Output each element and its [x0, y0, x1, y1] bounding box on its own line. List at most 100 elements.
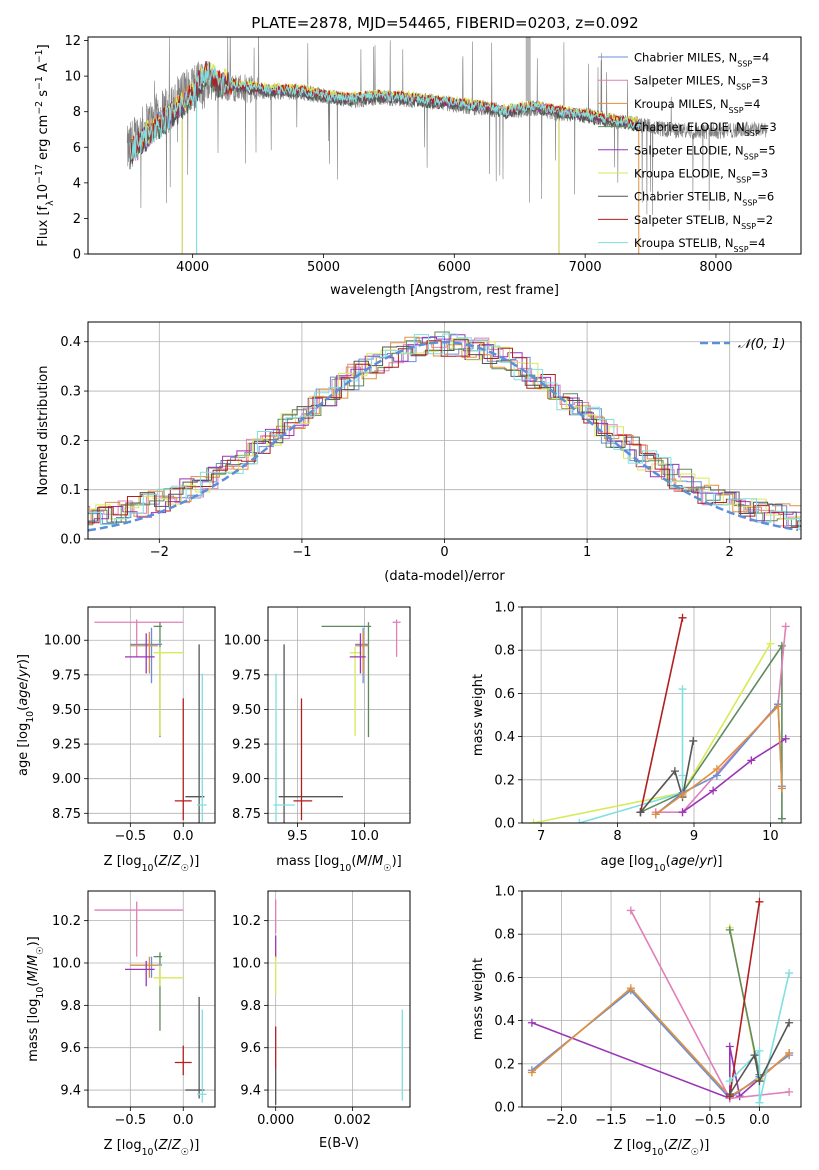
model-fit-line: [129, 61, 641, 162]
x-tick-label: 9: [690, 829, 698, 844]
y-tick-label: 9.4: [60, 1084, 81, 1099]
weight-point-marker: [755, 897, 764, 906]
y-axis-label: mass weight: [471, 958, 486, 1040]
y-tick-label: 1.0: [494, 601, 515, 616]
weight-series-line: [533, 643, 772, 823]
weight-series-line: [729, 1022, 790, 1095]
panel-residuals: −2 −1 0 1 2 0.0 0.1 0.2 0.3 0.4 (data-model)/error…: [36, 321, 802, 584]
y-tick-label: 0.3: [60, 385, 81, 400]
weight-series-line: [729, 972, 790, 1103]
x-tick-label: 0: [440, 545, 448, 560]
y-tick-label: 10.00: [44, 634, 81, 649]
histogram-step-line: [88, 334, 801, 524]
y-tick-label: 9.6: [60, 1041, 81, 1056]
y-tick-label: 0.4: [60, 335, 81, 350]
weight-series-line: [639, 617, 684, 813]
legend-entry: Salpeter MILES, NSSP=3: [634, 74, 768, 92]
axes-frame: [267, 606, 411, 824]
weight-series-line: [639, 740, 694, 813]
histogram-step-line: [88, 331, 801, 528]
y-tick-label: 0.0: [494, 817, 515, 832]
y-tick-label: 10.00: [224, 634, 261, 649]
weight-series-line: [579, 689, 684, 823]
weight-point-marker: [678, 685, 687, 694]
y-tick-label: 9.50: [232, 703, 261, 718]
x-tick-label: 8000: [699, 260, 732, 275]
x-tick-label: 6000: [438, 260, 471, 275]
weight-point-marker: [689, 736, 698, 745]
x-tick-label: 0.002: [334, 1113, 371, 1128]
axes-frame: [521, 606, 802, 824]
y-tick-label: 8: [73, 105, 81, 120]
x-tick-label: −0.5: [694, 1113, 726, 1128]
y-axis-label: mass [log10(M/M☉)]: [26, 936, 46, 1062]
weight-point-marker: [527, 1018, 536, 1027]
x-tick-label: −1.0: [645, 1113, 677, 1128]
weight-point-marker: [725, 1077, 734, 1086]
x-tick-label: −2.0: [546, 1113, 578, 1128]
weight-point-marker: [755, 1098, 764, 1107]
plot-area: [529, 613, 790, 823]
weight-point-marker: [774, 702, 783, 711]
histogram-step-line: [88, 336, 801, 522]
histogram-step-line: [88, 333, 801, 531]
weight-point-marker: [747, 756, 756, 765]
weight-point-marker: [781, 622, 790, 631]
legend-entry: Salpeter ELODIE, NSSP=5: [634, 143, 776, 161]
weight-point-marker: [781, 734, 790, 743]
y-tick-label: 9.00: [232, 772, 261, 787]
weight-point-marker: [529, 819, 538, 823]
x-tick-label: 0.0: [749, 1113, 770, 1128]
axes-frame: [87, 606, 216, 824]
x-tick-label: −1.5: [595, 1113, 627, 1128]
plot-area: [88, 331, 801, 532]
weight-point-marker: [735, 1092, 744, 1101]
y-tick-label: 9.8: [240, 999, 261, 1014]
y-tick-label: 9.6: [240, 1041, 261, 1056]
y-tick-label: 0.6: [494, 687, 515, 702]
axes-frame: [87, 36, 802, 255]
x-axis-label: Z [log10(Z/Z☉)]: [104, 1138, 200, 1158]
y-tick-label: 6: [73, 141, 81, 156]
y-tick-label: 0: [73, 248, 81, 263]
y-tick-label: 4: [73, 176, 81, 191]
weight-point-marker: [651, 810, 660, 819]
y-tick-label: 0.1: [60, 483, 81, 498]
y-tick-label: 9.25: [232, 738, 261, 753]
y-tick-label: 0.4: [494, 730, 515, 745]
weight-point-marker: [750, 1051, 759, 1060]
y-tick-label: 9.4: [240, 1084, 261, 1099]
legend-entry: Kroupa ELODIE, NSSP=3: [634, 167, 768, 185]
weight-point-marker: [785, 1087, 794, 1096]
y-tick-label: 8.75: [52, 807, 81, 822]
weight-point-marker: [527, 1068, 536, 1077]
plot-area: [527, 897, 794, 1107]
weight-point-marker: [636, 808, 645, 817]
y-axis-label: age [log10(age/yr)]: [16, 654, 36, 776]
x-tick-label: 7: [537, 829, 545, 844]
plot-area: [94, 619, 207, 823]
y-tick-label: 0.2: [60, 434, 81, 449]
y-tick-label: 0.0: [494, 1101, 515, 1116]
axes-frame: [267, 890, 411, 1108]
figure-title: PLATE=2878, MJD=54465, FIBERID=0203, z=0…: [251, 14, 638, 32]
x-tick-label: 0.000: [257, 1113, 294, 1128]
legend-entry: Chabrier MILES, NSSP=4: [634, 51, 769, 69]
legend-entry: Kroupa MILES, NSSP=4: [634, 97, 760, 115]
x-tick-label: 8: [613, 829, 621, 844]
legend: Chabrier MILES, NSSP=4 Salpeter MILES, NS…: [598, 51, 777, 254]
x-axis-label: E(B-V): [319, 1136, 359, 1151]
weight-point-marker: [766, 639, 775, 648]
y-tick-label: 1.0: [494, 885, 515, 900]
x-tick-label: 10: [762, 829, 779, 844]
y-axis-label: Normed distribution: [36, 366, 51, 496]
y-tick-label: 2: [73, 212, 81, 227]
weight-point-marker: [785, 1049, 794, 1057]
normal-curve-line: [88, 340, 799, 532]
weight-point-marker: [709, 786, 718, 795]
y-tick-label: 10.2: [232, 914, 261, 929]
x-axis-label: Z [log10(Z/Z☉)]: [104, 854, 200, 874]
x-tick-label: −1: [292, 545, 311, 560]
x-axis-label: (data-model)/error: [384, 569, 505, 584]
